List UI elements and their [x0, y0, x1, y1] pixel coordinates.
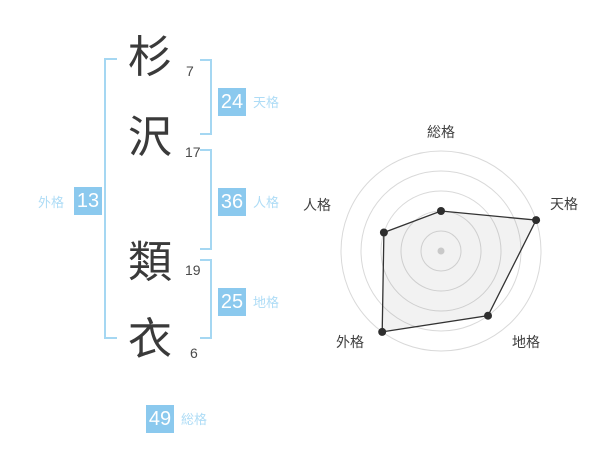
radar-data-point: [378, 327, 387, 336]
gaikaku-label: 外格: [38, 195, 65, 210]
jinkaku-label: 人格: [253, 195, 280, 210]
radar-data-point: [379, 228, 388, 237]
name-char-1: 杉: [128, 33, 172, 82]
chikaku-label: 地格: [253, 295, 280, 310]
stroke-count-1: 7: [186, 63, 194, 79]
radar-axis-label-jinkaku: 人格: [303, 197, 331, 213]
stroke-count-2: 17: [185, 144, 201, 160]
radar-axis-label-gaikaku: 外格: [336, 334, 364, 350]
radar-grid-ring: [340, 150, 542, 352]
name-char-3: 類: [128, 238, 172, 287]
name-char-2: 沢: [128, 113, 172, 162]
tenkaku-bracket: [200, 59, 212, 135]
gaikaku-value-box: 13: [74, 187, 102, 215]
radar-data-point: [437, 207, 445, 215]
radar-axis-label-chikaku: 地格: [512, 334, 540, 350]
jinkaku-bracket: [200, 149, 212, 250]
stroke-count-4: 6: [190, 345, 198, 361]
radar-data-point: [484, 311, 492, 320]
radar-grid-ring: [380, 190, 502, 312]
chikaku-value-box: 25: [218, 288, 246, 316]
gaikaku-bracket: [104, 58, 117, 339]
soukaku-label: 総格: [181, 412, 208, 427]
soukaku-value-box: 49: [146, 405, 174, 433]
chikaku-bracket: [200, 259, 212, 339]
radar-axis-label-soukaku: 総格: [427, 124, 455, 140]
radar-center-dot: [437, 247, 445, 255]
tenkaku-label: 天格: [253, 95, 280, 110]
radar-axis-label-tenkaku: 天格: [550, 196, 578, 212]
radar-data-polygon: [381, 210, 538, 333]
jinkaku-value-box: 36: [218, 188, 246, 216]
tenkaku-value-box: 24: [218, 88, 246, 116]
radar-grid-ring: [420, 230, 462, 272]
radar-data-point: [532, 216, 541, 225]
stroke-count-3: 19: [185, 262, 201, 278]
name-char-4: 衣: [128, 315, 172, 364]
